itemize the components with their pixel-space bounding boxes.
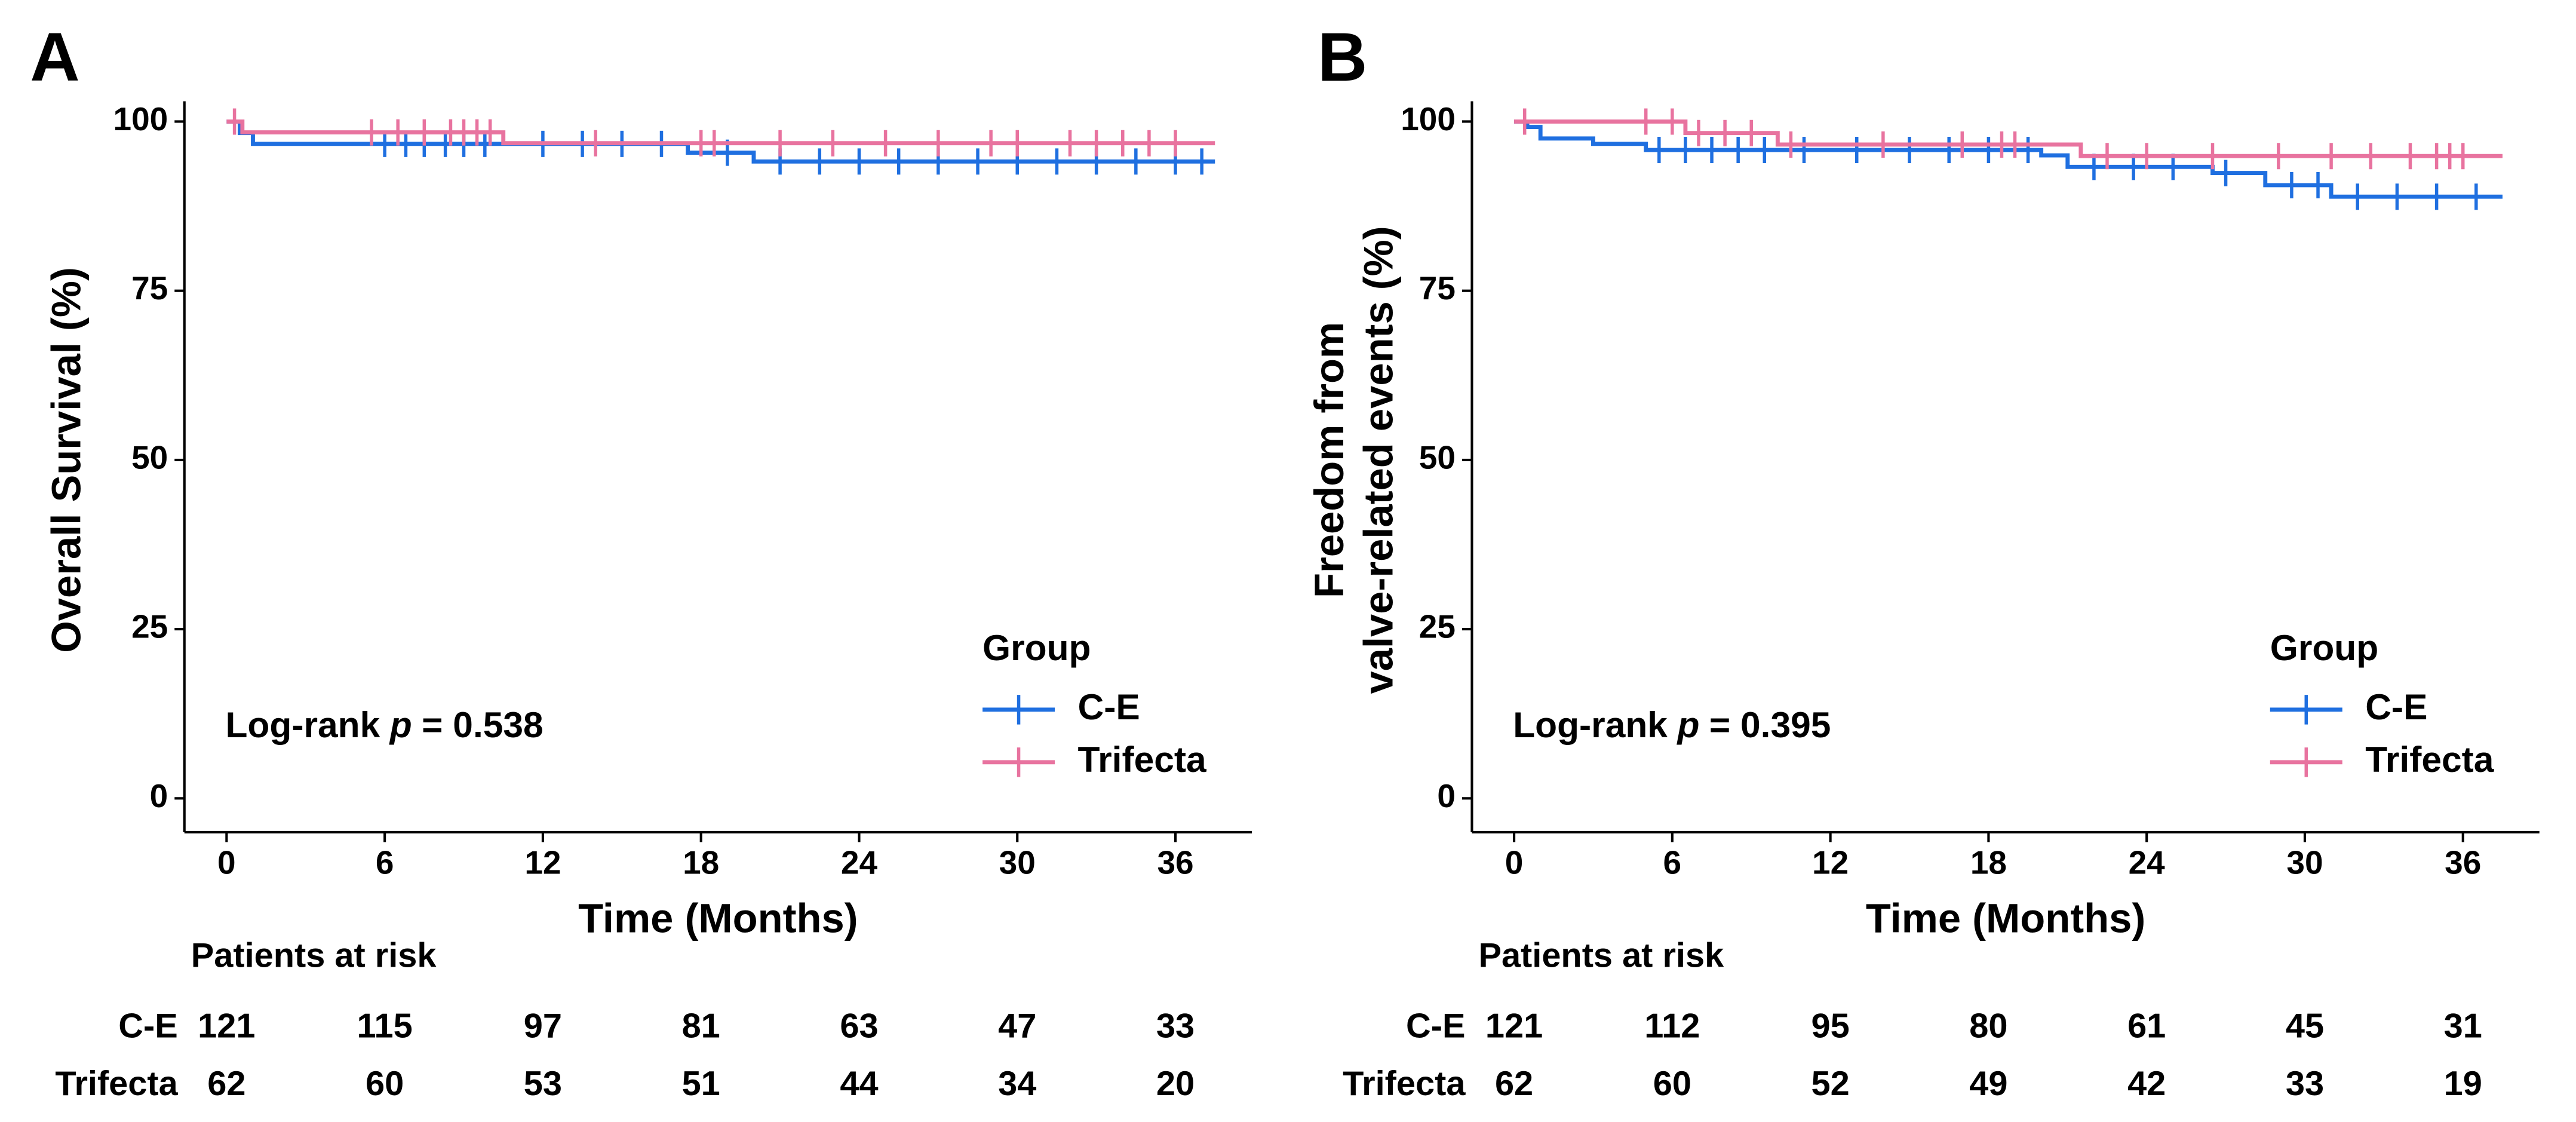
- risk-count: 63: [840, 1007, 878, 1046]
- legend-title: Group: [982, 627, 1091, 668]
- risk-count: 47: [998, 1007, 1036, 1046]
- x-axis-label: Time (Months): [1866, 896, 2145, 942]
- risk-count: 34: [998, 1065, 1036, 1103]
- risk-count: 95: [1812, 1007, 1850, 1046]
- risk-count: 97: [524, 1007, 562, 1046]
- x-tick-label: 6: [376, 844, 394, 881]
- y-tick-label: 50: [1419, 439, 1456, 476]
- x-tick-label: 30: [2286, 844, 2323, 881]
- risk-count: 60: [366, 1065, 404, 1103]
- y-tick-label: 75: [1419, 269, 1456, 306]
- risk-count: 45: [2286, 1007, 2324, 1046]
- legend-label: Trifecta: [2365, 739, 2495, 780]
- risk-count: 52: [1812, 1065, 1850, 1103]
- y-tick-label: 25: [131, 608, 168, 645]
- annotation-part: Log-rank: [1513, 704, 1668, 745]
- y-axis-label: valve-related events (%): [1355, 226, 1401, 694]
- annotation-part: Log-rank: [225, 704, 380, 745]
- survival-curve: [1514, 119, 2503, 158]
- risk-count: 31: [2444, 1007, 2482, 1046]
- y-axis-label: Freedom from: [1306, 322, 1352, 598]
- risk-count: 81: [682, 1007, 720, 1046]
- risk-count: 33: [2286, 1065, 2324, 1103]
- risk-count: 33: [1156, 1007, 1195, 1046]
- legend-label: Trifecta: [1078, 739, 1208, 780]
- annotation-part: p: [1676, 704, 1699, 745]
- risk-count: 61: [2127, 1007, 2166, 1046]
- panel-label: B: [1318, 19, 1367, 96]
- x-tick-label: 36: [2445, 844, 2481, 881]
- legend-label: C-E: [2365, 686, 2427, 727]
- risk-count: 121: [1485, 1007, 1543, 1046]
- panel-label: A: [30, 19, 79, 96]
- annotation-part: = 0.395: [1709, 704, 1831, 745]
- annotation: Log-rank p = 0.395: [1513, 704, 1831, 745]
- annotation: Log-rank p = 0.538: [225, 704, 543, 745]
- x-tick-label: 18: [1970, 844, 2007, 881]
- x-tick-label: 0: [1505, 844, 1524, 881]
- y-tick-label: 25: [1419, 608, 1456, 645]
- risk-count: 62: [1495, 1065, 1533, 1103]
- x-tick-label: 12: [524, 844, 561, 881]
- risk-count: 60: [1653, 1065, 1691, 1103]
- y-tick-label: 50: [131, 439, 168, 476]
- survival-curve: [226, 119, 1215, 164]
- risk-count: 53: [524, 1065, 562, 1103]
- risk-count: 62: [207, 1065, 245, 1103]
- y-tick-label: 100: [113, 100, 168, 137]
- risk-table-title: Patients at risk: [1478, 936, 1724, 974]
- x-tick-label: 36: [1157, 844, 1193, 881]
- y-tick-label: 0: [1437, 777, 1456, 814]
- risk-row-name: C-E: [118, 1007, 177, 1046]
- risk-count: 42: [2127, 1065, 2166, 1103]
- risk-count: 112: [1644, 1007, 1700, 1046]
- risk-count: 20: [1156, 1065, 1195, 1103]
- annotation-part: p: [389, 704, 412, 745]
- x-tick-label: 0: [217, 844, 236, 881]
- risk-count: 80: [1969, 1007, 2007, 1046]
- survival-curve: [226, 119, 1215, 146]
- x-tick-label: 6: [1663, 844, 1682, 881]
- risk-count: 115: [357, 1007, 413, 1046]
- x-axis-label: Time (Months): [578, 896, 858, 942]
- legend-label: C-E: [1078, 686, 1140, 727]
- risk-count: 51: [682, 1065, 720, 1103]
- risk-row-name: Trifecta: [1343, 1065, 1466, 1103]
- y-axis-label: Overall Survival (%): [43, 267, 89, 653]
- annotation-part: = 0.538: [422, 704, 544, 745]
- y-tick-label: 0: [150, 777, 168, 814]
- risk-count: 19: [2444, 1065, 2482, 1103]
- x-tick-label: 12: [1812, 844, 1849, 881]
- x-tick-label: 18: [683, 844, 719, 881]
- x-tick-label: 30: [999, 844, 1036, 881]
- survival-curve: [1514, 119, 2503, 199]
- legend-title: Group: [2270, 627, 2378, 668]
- x-tick-label: 24: [2129, 844, 2166, 881]
- risk-count: 49: [1969, 1065, 2007, 1103]
- risk-row-name: Trifecta: [55, 1065, 178, 1103]
- y-tick-label: 75: [131, 269, 168, 306]
- risk-row-name: C-E: [1406, 1007, 1465, 1046]
- x-tick-label: 24: [841, 844, 878, 881]
- risk-count: 121: [198, 1007, 255, 1046]
- y-tick-label: 100: [1401, 100, 1456, 137]
- risk-count: 44: [840, 1065, 878, 1103]
- risk-table-title: Patients at risk: [191, 936, 437, 974]
